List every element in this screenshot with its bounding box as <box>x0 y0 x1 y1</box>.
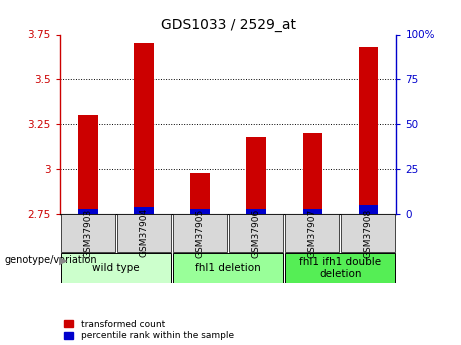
Bar <box>134 207 154 214</box>
Text: GSM37906: GSM37906 <box>252 208 261 257</box>
Text: ▶: ▶ <box>59 256 67 265</box>
Text: GSM37903: GSM37903 <box>83 208 93 257</box>
Bar <box>342 214 396 252</box>
Bar <box>229 214 283 252</box>
Bar <box>190 172 210 214</box>
Text: fhl1 deletion: fhl1 deletion <box>195 263 261 273</box>
Bar <box>117 214 171 252</box>
Text: GSM37904: GSM37904 <box>140 208 148 257</box>
Bar <box>61 253 171 283</box>
Bar <box>173 214 227 252</box>
Bar <box>173 253 283 283</box>
Text: GSM37908: GSM37908 <box>364 208 373 257</box>
Bar <box>190 208 210 214</box>
Text: GSM37907: GSM37907 <box>308 208 317 257</box>
Bar <box>359 205 378 214</box>
Text: wild type: wild type <box>92 263 140 273</box>
Bar <box>302 133 322 214</box>
Bar <box>285 253 396 283</box>
Title: GDS1033 / 2529_at: GDS1033 / 2529_at <box>161 18 296 32</box>
Bar <box>78 115 98 214</box>
Bar <box>302 208 322 214</box>
Bar <box>285 214 339 252</box>
Bar <box>61 214 115 252</box>
Bar <box>247 137 266 214</box>
Text: GSM37905: GSM37905 <box>195 208 205 257</box>
Text: fhl1 ifh1 double
deletion: fhl1 ifh1 double deletion <box>299 257 381 279</box>
Bar <box>359 47 378 214</box>
Bar <box>247 208 266 214</box>
Legend: transformed count, percentile rank within the sample: transformed count, percentile rank withi… <box>65 320 234 341</box>
Text: genotype/variation: genotype/variation <box>5 256 97 265</box>
Bar <box>78 208 98 214</box>
Bar <box>134 43 154 214</box>
